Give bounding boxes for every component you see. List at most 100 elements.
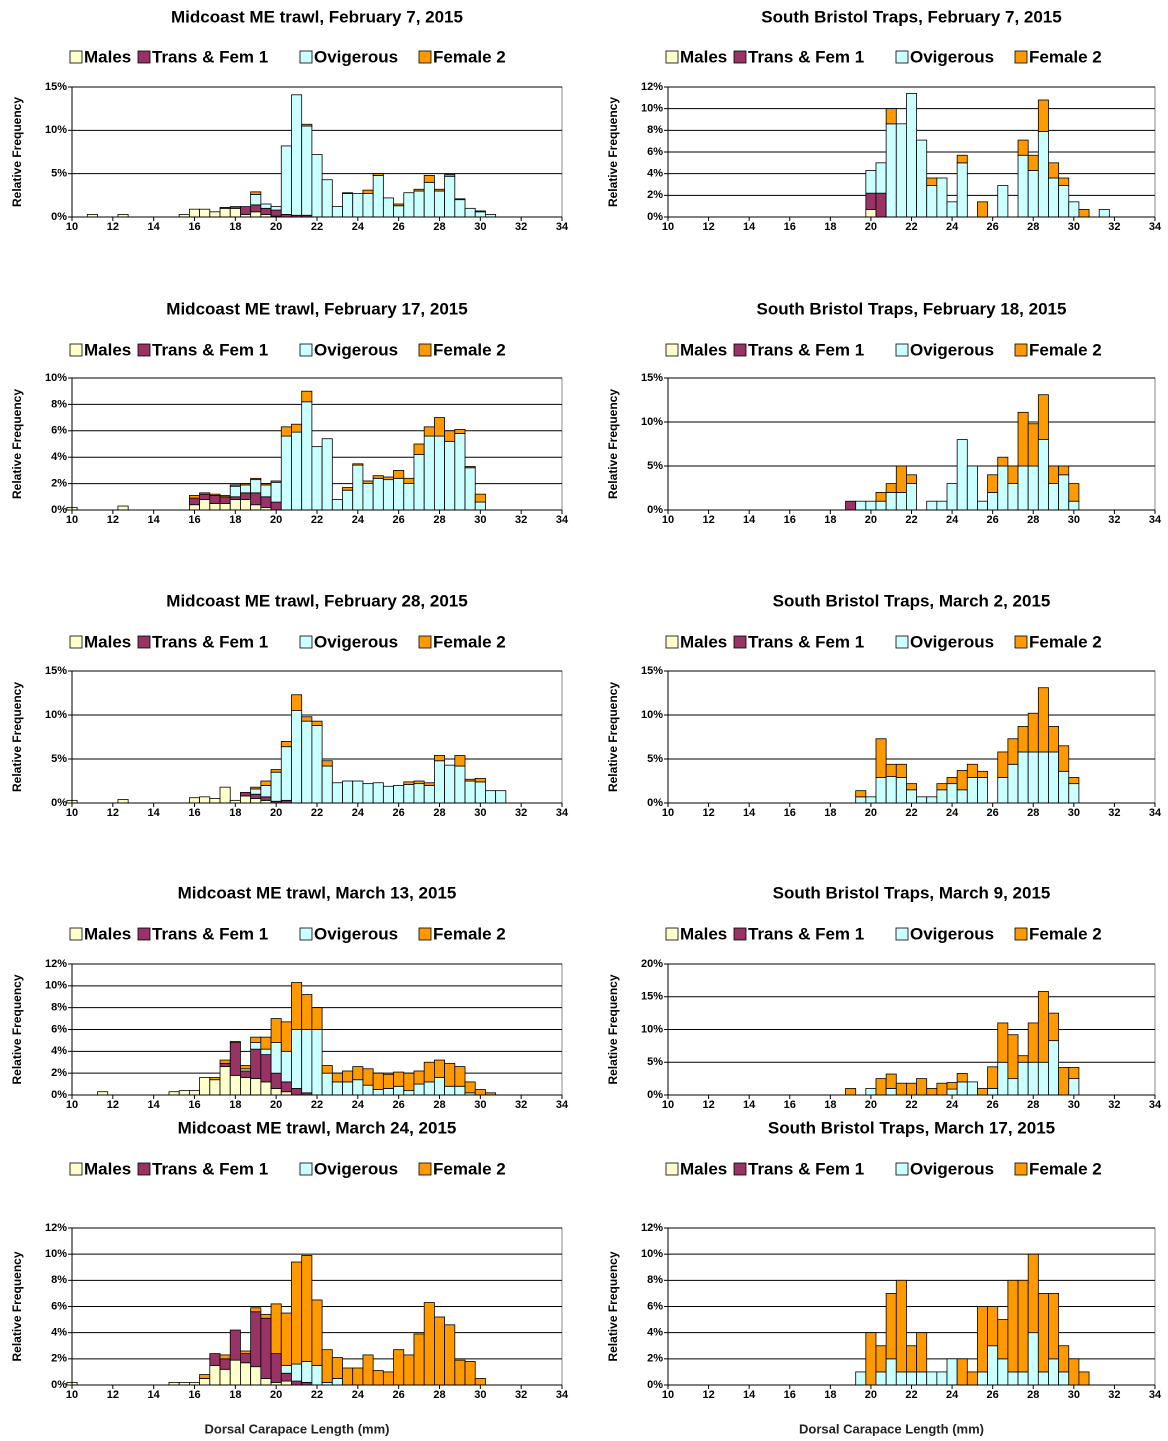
bar-segment (1048, 465, 1060, 485)
bar-segment (321, 760, 333, 767)
bar-segment (250, 1366, 262, 1386)
x-tick-label: 24 (352, 1389, 365, 1401)
bar-segment (372, 1089, 384, 1096)
legend-swatch (137, 1162, 151, 1176)
bar-segment (219, 1062, 231, 1068)
bar-segment (209, 1079, 221, 1096)
bar-segment (199, 1077, 211, 1096)
bar-segment (372, 174, 384, 218)
x-tick-label: 32 (515, 1099, 527, 1111)
x-tick-label: 14 (148, 221, 161, 233)
bar-segment (1048, 1358, 1060, 1386)
bar-segment (855, 500, 867, 511)
legend-swatch (733, 1162, 747, 1176)
bar-segment (301, 994, 313, 1030)
y-tick-label: 10% (641, 1248, 663, 1260)
x-tick-label: 28 (1027, 1099, 1039, 1111)
bar-segment (474, 777, 486, 783)
bar-segment (240, 1362, 252, 1386)
bar-segment (926, 796, 938, 804)
legend-swatch (137, 635, 151, 649)
bar-segment (382, 1088, 394, 1096)
bar-segment (433, 1059, 446, 1078)
bar-segment (321, 1349, 333, 1383)
bar-segment (956, 789, 968, 804)
bar-segment (229, 206, 241, 209)
x-tick-label: 10 (662, 514, 674, 526)
bar-segment (454, 765, 466, 804)
bar-segment (1068, 783, 1080, 804)
bar-segment (291, 1029, 303, 1089)
bar-segment (1037, 394, 1049, 441)
bar-segment (454, 429, 466, 434)
x-tick-label: 20 (270, 1099, 282, 1111)
bar-segment (270, 481, 282, 503)
x-tick-label: 12 (702, 221, 714, 233)
legend-swatch (137, 927, 151, 941)
bar-segment (977, 1306, 988, 1373)
bar-segment (250, 798, 262, 804)
x-tick-label: 26 (987, 1389, 999, 1401)
bar-segment (1027, 423, 1039, 467)
x-tick-label: 10 (66, 1099, 78, 1111)
bar-segment (260, 484, 272, 498)
x-tick-label: 24 (946, 807, 959, 819)
y-axis-label: Relative Frequency (10, 389, 24, 499)
bar-segment (311, 154, 323, 218)
bar-segment (895, 1279, 907, 1373)
y-tick-label: 12% (641, 81, 663, 93)
bar-segment (403, 477, 415, 485)
y-tick-label: 0% (647, 1379, 663, 1391)
bar-segment (1007, 1078, 1019, 1096)
x-tick-label: 12 (702, 807, 714, 819)
bar-segment (403, 781, 415, 785)
x-tick-label: 24 (946, 1099, 959, 1111)
legend-label: Trans & Fem 1 (152, 632, 268, 651)
bar-segment (474, 501, 486, 511)
bar-segment (946, 783, 958, 804)
bar-segment (926, 1371, 938, 1386)
bar-segment (444, 175, 456, 218)
x-tick-label: 16 (188, 221, 200, 233)
legend-label: Female 2 (1029, 47, 1102, 66)
bar-segment (1027, 170, 1039, 218)
legend-label: Trans & Fem 1 (748, 632, 864, 651)
y-tick-label: 8% (647, 124, 663, 136)
bar-segment (362, 1084, 374, 1096)
bar-segment (433, 1316, 446, 1386)
y-tick-label: 4% (51, 451, 67, 463)
legend-swatch (665, 927, 679, 941)
legend-swatch (1014, 1162, 1028, 1176)
bar-segment (331, 499, 343, 511)
bar-segment (301, 720, 313, 804)
y-tick-label: 4% (647, 168, 663, 180)
bar-segment (1048, 726, 1060, 753)
x-tick-label: 12 (107, 1099, 119, 1111)
bar-segment (240, 492, 252, 500)
legend-swatch (69, 343, 83, 357)
x-tick-label: 16 (784, 221, 796, 233)
bar-segment (865, 796, 877, 804)
x-tick-label: 14 (743, 1099, 756, 1111)
x-tick-label: 18 (824, 514, 836, 526)
bar-segment (946, 201, 958, 218)
x-tick-label: 32 (515, 807, 527, 819)
bar-segment (906, 789, 917, 804)
x-tick-label: 22 (905, 1099, 917, 1111)
bar-segment (342, 1070, 354, 1083)
bar-segment (403, 784, 415, 804)
bar-segment (352, 463, 364, 466)
x-tick-label: 22 (311, 514, 323, 526)
bar-segment (372, 782, 384, 804)
bar-segment (926, 177, 938, 186)
x-tick-label: 30 (1068, 807, 1080, 819)
x-tick-label: 34 (556, 1389, 569, 1401)
bar-segment (209, 1353, 221, 1366)
legend-swatch (665, 635, 679, 649)
legend-label: Female 2 (433, 632, 506, 651)
bar-segment (865, 500, 877, 511)
legend-swatch (69, 1162, 83, 1176)
bar-segment (997, 1022, 1009, 1063)
chart-title: South Bristol Traps, February 7, 2015 (761, 7, 1061, 26)
y-tick-label: 5% (647, 460, 663, 472)
